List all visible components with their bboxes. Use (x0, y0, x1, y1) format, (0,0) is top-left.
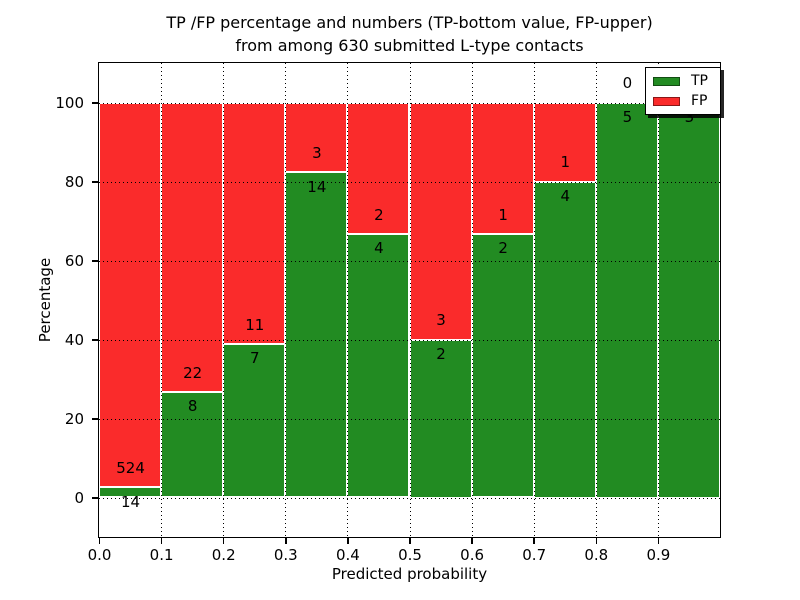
fp-count-label: 22 (183, 363, 203, 382)
y-axis-label: Percentage (36, 257, 54, 343)
y-tick-mark (92, 339, 98, 341)
y-tick-label: 100 (55, 94, 84, 112)
x-tick-label: 0.8 (584, 546, 609, 564)
bar-segment-tp (285, 172, 348, 498)
bar-segment-fp (471, 102, 534, 235)
x-tick-mark (160, 538, 163, 544)
x-tick-label: 0.9 (646, 546, 671, 564)
grid-line-vertical (161, 63, 163, 537)
legend-label-fp: FP (691, 93, 708, 109)
x-tick-label: 0.7 (522, 546, 547, 564)
x-tick-mark (595, 538, 598, 544)
bar-segment-tp (471, 234, 534, 498)
fp-count-label: 3 (436, 311, 446, 330)
grid-line-vertical (471, 63, 473, 537)
x-axis-label: Predicted probability (331, 565, 488, 583)
x-tick-label: 0.3 (273, 546, 298, 564)
legend-row-fp: FP (653, 94, 713, 108)
x-tick-label: 0.6 (460, 546, 485, 564)
fp-count-label: 1 (560, 153, 571, 172)
grid-line-vertical (657, 63, 659, 537)
x-tick-label: 0.0 (87, 546, 112, 564)
fp-count-label: 524 (116, 458, 145, 477)
grid-line-vertical (409, 63, 411, 537)
x-tick-label: 0.4 (335, 546, 360, 564)
tp-count-label: 8 (187, 397, 198, 416)
grid-line-vertical (533, 63, 535, 537)
bar-segment-tp (595, 102, 658, 498)
x-tick-label: 0.5 (398, 546, 422, 564)
legend-label-tp: TP (691, 73, 708, 89)
bar-segment-tp (347, 234, 410, 498)
fp-count-label: 11 (245, 315, 265, 334)
bar-segment-fp (409, 102, 472, 340)
fp-count-label: 2 (374, 205, 384, 224)
chart-title-line1: TP /FP percentage and numbers (TP-bottom… (166, 13, 653, 32)
fp-count-label: 0 (622, 74, 633, 93)
legend: TP FP (645, 67, 721, 115)
grid-line-vertical (347, 63, 349, 537)
fp-count-label: 1 (498, 205, 508, 224)
legend-row-tp: TP (653, 74, 713, 88)
x-tick-mark (533, 538, 535, 544)
y-tick-mark (92, 497, 98, 499)
chart-title: TP /FP percentage and numbers (TP-bottom… (98, 11, 721, 57)
grid-line-vertical (223, 63, 225, 537)
plot-area (98, 62, 721, 538)
x-tick-mark (285, 538, 287, 544)
y-tick-label: 40 (64, 331, 84, 349)
tp-count-label: 2 (436, 344, 446, 363)
x-tick-label: 0.2 (211, 546, 236, 564)
tp-count-label: 14 (307, 177, 327, 196)
tp-count-label: 5 (622, 107, 633, 126)
tp-count-label: 4 (374, 239, 384, 258)
chart-title-line2: from among 630 submitted L-type contacts (235, 36, 584, 55)
y-tick-label: 60 (64, 252, 84, 270)
bar-segment-tp (99, 487, 162, 498)
y-tick-mark (92, 418, 98, 420)
y-tick-mark (92, 260, 98, 262)
x-tick-mark (98, 538, 101, 544)
tp-count-label: 3 (684, 107, 695, 126)
fp-swatch-icon (653, 96, 680, 106)
bar-segment-fp (99, 102, 162, 488)
bar-segment-fp (161, 102, 224, 393)
y-tick-mark (92, 102, 98, 104)
tp-swatch-icon (653, 76, 680, 86)
x-tick-mark (471, 538, 473, 544)
tp-count-label: 7 (249, 349, 260, 368)
bar-segment-fp (347, 102, 410, 235)
bar-segment-tp (161, 392, 224, 498)
x-tick-mark (409, 538, 411, 544)
y-tick-label: 20 (64, 410, 84, 428)
grid-line-vertical (285, 63, 287, 537)
tp-count-label: 4 (560, 186, 571, 205)
y-tick-label: 0 (74, 489, 84, 507)
x-tick-mark (657, 538, 660, 544)
x-tick-label: 0.1 (149, 546, 174, 564)
grid-line-vertical (595, 63, 597, 537)
y-tick-mark (92, 181, 98, 183)
bar-segment-fp (533, 102, 596, 182)
bar-segment-tp (657, 102, 720, 498)
fp-count-label: 3 (312, 143, 322, 162)
tp-count-label: 2 (498, 239, 508, 258)
tp-count-label: 14 (121, 492, 141, 511)
y-tick-label: 80 (64, 173, 84, 191)
bar-segment-fp (223, 102, 286, 344)
x-tick-mark (222, 538, 225, 544)
x-tick-mark (347, 538, 349, 544)
